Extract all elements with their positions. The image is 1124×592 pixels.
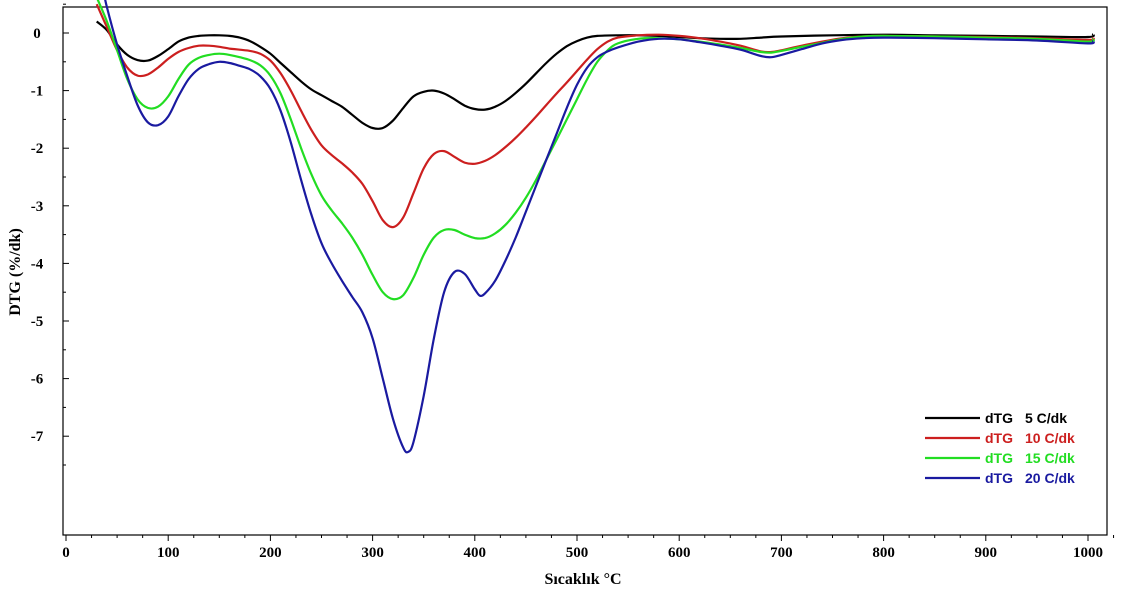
x-tick-label: 500 bbox=[566, 545, 589, 561]
x-tick-label: 300 bbox=[361, 545, 384, 561]
y-tick-label: -1 bbox=[31, 84, 44, 100]
x-tick-label: 700 bbox=[770, 545, 793, 561]
y-tick-label: -5 bbox=[31, 314, 44, 330]
legend-series-label: 15 C/dk bbox=[1025, 450, 1075, 466]
x-tick-label: 100 bbox=[157, 545, 180, 561]
legend-series-label: 10 C/dk bbox=[1025, 430, 1075, 446]
y-tick-label: 0 bbox=[33, 26, 41, 42]
legend-series-label: 5 C/dk bbox=[1025, 410, 1067, 426]
x-tick-label: 200 bbox=[259, 545, 282, 561]
x-tick-label: 600 bbox=[668, 545, 691, 561]
y-tick-label: -7 bbox=[31, 429, 44, 445]
y-tick-label: -3 bbox=[31, 199, 44, 215]
legend-series-name: dTG bbox=[985, 430, 1013, 446]
x-tick-label: 0 bbox=[62, 545, 70, 561]
y-tick-label: -4 bbox=[31, 256, 44, 272]
y-tick-label: -6 bbox=[31, 372, 44, 388]
legend-series-name: dTG bbox=[985, 410, 1013, 426]
legend-series-name: dTG bbox=[985, 450, 1013, 466]
x-axis-ticks: 0 100 200 300 400 500 600 700 800 900 1000 bbox=[62, 535, 1115, 561]
y-axis-title: DTG (%/dk) bbox=[7, 228, 24, 316]
x-tick-label: 800 bbox=[872, 545, 895, 561]
x-tick-label: 400 bbox=[464, 545, 487, 561]
legend-series-name: dTG bbox=[985, 470, 1013, 486]
series-layer bbox=[95, 0, 1095, 454]
y-tick-label: -2 bbox=[31, 141, 44, 157]
legend-series-label: 20 C/dk bbox=[1025, 470, 1075, 486]
dtg-15-line bbox=[96, 0, 1095, 301]
x-tick-label: 1000 bbox=[1073, 545, 1103, 561]
legend: dTG 5 C/dk dTG 10 C/dk dTG 15 C/dk dTG 20 C/dk bbox=[925, 410, 1075, 486]
x-tick-label: 900 bbox=[975, 545, 998, 561]
plot-frame bbox=[62, 6, 1108, 536]
dtg-20-line bbox=[104, 0, 1095, 454]
x-axis-title: Sıcaklık °C bbox=[544, 571, 621, 588]
y-axis-ticks: 10-1-2-3-4-5-6-7 bbox=[31, 3, 69, 466]
